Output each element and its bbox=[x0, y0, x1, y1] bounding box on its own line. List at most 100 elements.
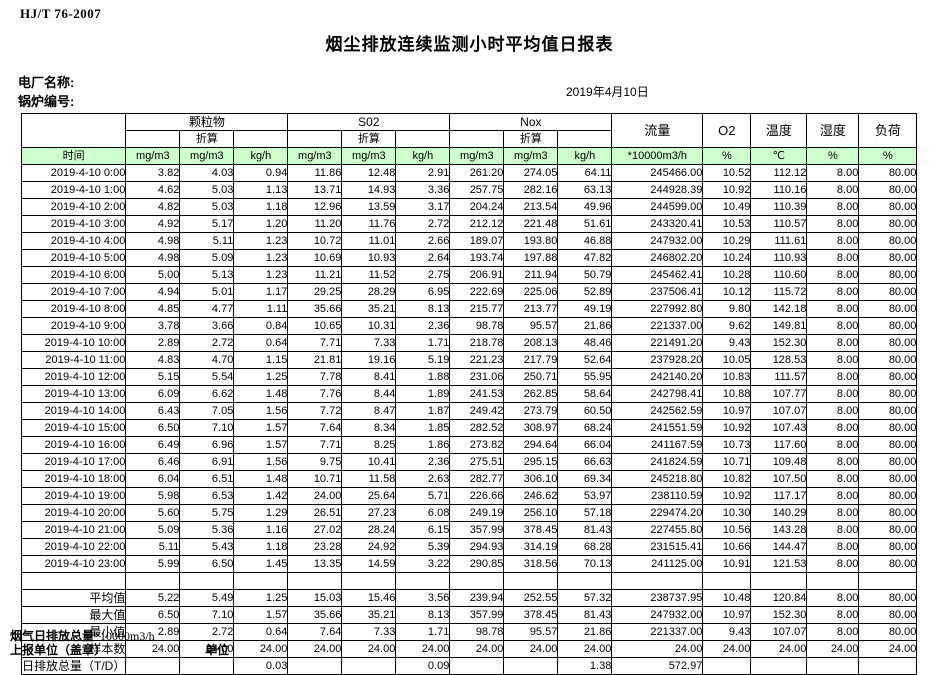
summary-row: 平均值 5.22 5.49 1.25 15.03 15.46 3.56 239.94 252.5… bbox=[20, 589, 918, 607]
cell-value: 7.72 bbox=[287, 402, 343, 420]
spacer-cell bbox=[395, 572, 451, 590]
cell-value: 1.87 bbox=[395, 402, 451, 420]
cell-value: 1.48 bbox=[233, 470, 289, 488]
cell-value: 57.18 bbox=[557, 504, 613, 522]
cell-value: 273.79 bbox=[503, 402, 559, 420]
cell-value: 1.48 bbox=[233, 385, 289, 403]
cell-value: 4.62 bbox=[125, 181, 181, 199]
unit-nox-3: kg/h bbox=[557, 147, 613, 165]
cell-value: 212.12 bbox=[449, 215, 505, 233]
cell-value: 0.94 bbox=[233, 164, 289, 182]
header-sub-nox-converted: 折算 bbox=[503, 130, 559, 148]
summary-value: 24.00 bbox=[287, 640, 343, 658]
cell-value: 80.00 bbox=[858, 283, 918, 301]
boiler-number-label: 锅炉编号: bbox=[18, 94, 75, 109]
cell-value: 0.84 bbox=[233, 317, 289, 335]
cell-value: 8.00 bbox=[806, 215, 860, 233]
table-row: 2019-4-10 6:00 5.00 5.13 1.23 11.21 11.52 2.75… bbox=[20, 266, 918, 284]
cell-value: 8.00 bbox=[806, 487, 860, 505]
summary-value: 152.30 bbox=[750, 606, 808, 624]
cell-value: 1.23 bbox=[233, 232, 289, 250]
cell-value: 8.00 bbox=[806, 334, 860, 352]
cell-value: 10.52 bbox=[702, 164, 752, 182]
cell-value: 10.12 bbox=[702, 283, 752, 301]
spacer-cell bbox=[858, 572, 918, 590]
summary-value: 0.64 bbox=[233, 623, 289, 641]
header-group-so2: S02 bbox=[287, 113, 451, 131]
summary-value: 8.00 bbox=[806, 606, 860, 624]
cell-value: 5.54 bbox=[179, 368, 235, 386]
table-row: 2019-4-10 22:00 5.11 5.43 1.18 23.28 24.92 5.3… bbox=[20, 538, 918, 556]
cell-value: 4.77 bbox=[179, 300, 235, 318]
table-row: 2019-4-10 20:00 5.60 5.75 1.29 26.51 27.23 6.0… bbox=[20, 504, 918, 522]
cell-time: 2019-4-10 23:00 bbox=[20, 555, 127, 573]
cell-value: 221.48 bbox=[503, 215, 559, 233]
cell-value: 8.00 bbox=[806, 266, 860, 284]
cell-value: 11.76 bbox=[341, 215, 397, 233]
cell-value: 7.05 bbox=[179, 402, 235, 420]
cell-value: 5.36 bbox=[179, 521, 235, 539]
table-row: 2019-4-10 0:00 3.82 4.03 0.94 11.86 12.48 2.91… bbox=[20, 164, 918, 182]
cell-value: 10.53 bbox=[702, 215, 752, 233]
cell-value: 29.25 bbox=[287, 283, 343, 301]
cell-value: 10.83 bbox=[702, 368, 752, 386]
cell-value: 3.17 bbox=[395, 198, 451, 216]
table-row: 2019-4-10 8:00 4.85 4.77 1.11 35.66 35.21 8.13… bbox=[20, 300, 918, 318]
unit-particulate-3: kg/h bbox=[233, 147, 289, 165]
cell-value: 4.83 bbox=[125, 351, 181, 369]
summary-value: 24.00 bbox=[449, 640, 505, 658]
cell-value: 189.07 bbox=[449, 232, 505, 250]
cell-value: 128.53 bbox=[750, 351, 808, 369]
header-sub-so2-3 bbox=[395, 130, 451, 148]
cell-value: 208.13 bbox=[503, 334, 559, 352]
cell-value: 227455.80 bbox=[611, 521, 704, 539]
cell-value: 4.98 bbox=[125, 249, 181, 267]
cell-value: 6.04 bbox=[125, 470, 181, 488]
cell-value: 7.71 bbox=[287, 334, 343, 352]
summary-value bbox=[179, 657, 235, 675]
cell-value: 8.00 bbox=[806, 351, 860, 369]
cell-value: 28.29 bbox=[341, 283, 397, 301]
summary-value: 21.86 bbox=[557, 623, 613, 641]
cell-value: 294.64 bbox=[503, 436, 559, 454]
spacer-cell bbox=[750, 572, 808, 590]
cell-value: 290.85 bbox=[449, 555, 505, 573]
cell-value: 226.66 bbox=[449, 487, 505, 505]
cell-time: 2019-4-10 6:00 bbox=[20, 266, 127, 284]
header-time-label: 时间 bbox=[20, 147, 127, 165]
cell-value: 8.13 bbox=[395, 300, 451, 318]
cell-value: 143.28 bbox=[750, 521, 808, 539]
cell-value: 8.00 bbox=[806, 283, 860, 301]
cell-value: 6.49 bbox=[125, 436, 181, 454]
summary-value: 8.00 bbox=[806, 623, 860, 641]
cell-value: 80.00 bbox=[858, 555, 918, 573]
summary-value: 107.07 bbox=[750, 623, 808, 641]
cell-value: 242562.59 bbox=[611, 402, 704, 420]
header-sub-particulate-1 bbox=[125, 130, 181, 148]
cell-value: 8.00 bbox=[806, 504, 860, 522]
cell-value: 10.65 bbox=[287, 317, 343, 335]
cell-value: 7.10 bbox=[179, 419, 235, 437]
header-sub-row: 折算 折算 折算 bbox=[22, 130, 917, 148]
cell-value: 11.86 bbox=[287, 164, 343, 182]
cell-value: 14.93 bbox=[341, 181, 397, 199]
cell-value: 8.00 bbox=[806, 317, 860, 335]
spacer-cell bbox=[557, 572, 613, 590]
cell-time: 2019-4-10 4:00 bbox=[20, 232, 127, 250]
unit-particulate-1: mg/m3 bbox=[125, 147, 181, 165]
cell-value: 245462.41 bbox=[611, 266, 704, 284]
cell-value: 27.23 bbox=[341, 504, 397, 522]
cell-value: 9.80 bbox=[702, 300, 752, 318]
header-sub-nox-3 bbox=[557, 130, 613, 148]
cell-value: 11.58 bbox=[341, 470, 397, 488]
summary-value bbox=[858, 657, 918, 675]
cell-value: 246.62 bbox=[503, 487, 559, 505]
cell-value: 12.48 bbox=[341, 164, 397, 182]
cell-value: 69.34 bbox=[557, 470, 613, 488]
cell-value: 95.57 bbox=[503, 317, 559, 335]
table-row: 2019-4-10 17:00 6.46 6.91 1.56 9.75 10.41 2.36… bbox=[20, 453, 918, 471]
cell-value: 5.71 bbox=[395, 487, 451, 505]
header-group-particulate: 颗粒物 bbox=[125, 113, 289, 131]
summary-value: 0.09 bbox=[395, 657, 451, 675]
cell-value: 8.00 bbox=[806, 164, 860, 182]
